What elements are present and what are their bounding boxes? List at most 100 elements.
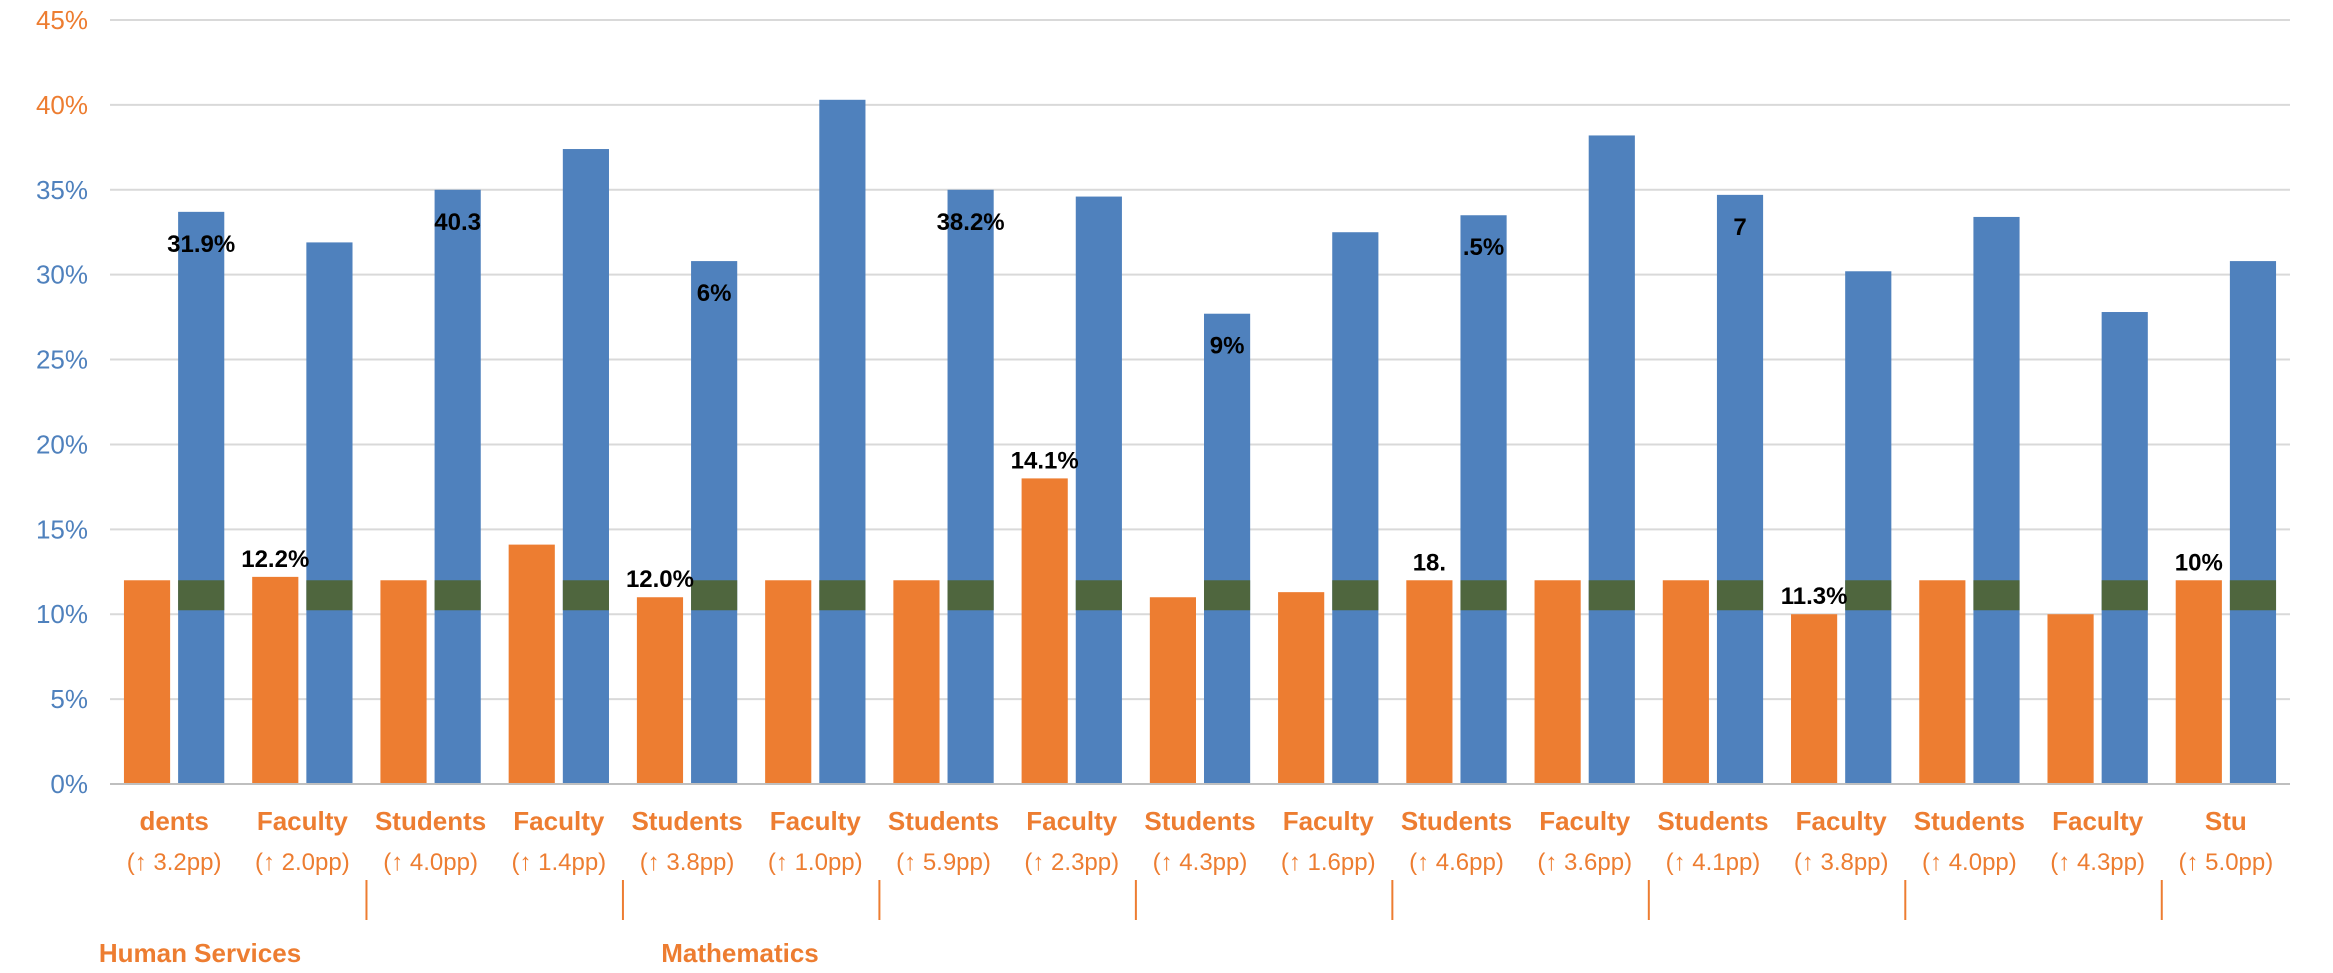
bar-series-2 <box>1716 194 1764 785</box>
bar-marker <box>1845 580 1892 611</box>
bar-series-1 <box>1919 580 1966 784</box>
x-change-label: (↑ 4.1pp) <box>1666 849 1761 876</box>
x-change-label: (↑ 3.6pp) <box>1537 849 1632 876</box>
bar-series-1 <box>765 580 812 784</box>
x-change-label: (↑ 4.0pp) <box>383 849 478 876</box>
x-change-label: (↑ 4.0pp) <box>1922 849 2017 876</box>
bar-series-1 <box>1149 597 1196 784</box>
y-axis: 0% 5% 10% 15% 20% 25% 30% 35% 40% 45% <box>36 5 88 799</box>
x-change-label: (↑ 5.9pp) <box>896 849 991 876</box>
bar-series-2 <box>1075 196 1122 784</box>
bar-series-1 <box>2175 580 2222 784</box>
bar-marker <box>1460 580 1507 611</box>
bar-marker <box>434 580 481 611</box>
bar-series-1 <box>252 576 299 784</box>
x-category-label: Faculty <box>513 806 605 836</box>
x-category-label: Students <box>1144 806 1255 836</box>
bar-marker <box>947 580 994 611</box>
bar-series-2 <box>1460 215 1507 784</box>
data-label: 10% <box>2175 549 2223 576</box>
y-tick-label: 10% <box>36 599 88 629</box>
x-category-label: Students <box>375 806 486 836</box>
data-label: 18. <box>1413 549 1446 576</box>
data-label: .5% <box>1463 234 1504 261</box>
x-category-label: Students <box>1657 806 1768 836</box>
bar-series-1 <box>893 580 940 784</box>
bar-series-1 <box>1662 580 1709 784</box>
bar-series-2 <box>1588 135 1635 785</box>
data-label: 11.3% <box>1781 583 1848 610</box>
x-category-label: Students <box>1401 806 1512 836</box>
data-label: 12.2% <box>241 546 309 573</box>
bar-series-2 <box>947 189 994 784</box>
bar-marker <box>691 580 738 611</box>
y-tick-label: 5% <box>50 684 88 714</box>
bar-marker <box>2101 580 2148 611</box>
x-change-label: (↑ 3.2pp) <box>127 849 222 876</box>
x-group-label: Mathematics <box>661 938 819 968</box>
bar-series-1 <box>1791 614 1838 784</box>
bar-series-1 <box>1406 580 1453 784</box>
bar-marker <box>2229 580 2277 611</box>
bar-marker <box>1716 580 1764 611</box>
bar-series-2 <box>819 99 866 785</box>
bars <box>123 99 2277 785</box>
bar-marker <box>562 580 609 611</box>
data-label: 12.0% <box>626 566 694 593</box>
y-tick-label: 15% <box>36 514 88 544</box>
bar-series-1 <box>2047 614 2094 784</box>
x-category-label: Faculty <box>1026 806 1118 836</box>
bar-series-2 <box>691 261 738 784</box>
bar-marker <box>1973 580 2020 611</box>
y-tick-label: 45% <box>36 5 88 35</box>
x-change-label: (↑ 1.6pp) <box>1281 849 1376 876</box>
y-tick-label: 20% <box>36 429 88 459</box>
data-labels: 31.9% 12.2% 40.3 12.0% 6% 38.2% 14.1% 9% 18. .5% 7… <box>167 209 2223 610</box>
bar-series-1 <box>123 580 171 784</box>
y-tick-label: 35% <box>36 175 88 205</box>
bar-marker <box>819 580 866 611</box>
x-category-label: Students <box>1914 806 2025 836</box>
x-change-label: (↑ 1.4pp) <box>511 849 606 876</box>
x-change-label: (↑ 4.3pp) <box>2050 849 2145 876</box>
data-label: 6% <box>697 280 732 307</box>
y-tick-label: 40% <box>36 90 88 120</box>
data-label: 31.9% <box>167 231 235 258</box>
x-change-label: (↑ 4.3pp) <box>1153 849 1248 876</box>
x-category-label: Faculty <box>1796 806 1888 836</box>
bar-marker <box>1204 580 1251 611</box>
y-tick-label: 0% <box>50 769 88 799</box>
x-change-label: (↑ 1.0pp) <box>768 849 863 876</box>
x-group-label: Human Services <box>99 938 301 968</box>
x-category-label: Stu <box>2205 806 2247 836</box>
bar-series-2 <box>2101 312 2148 784</box>
bar-marker <box>306 580 353 611</box>
bar-marker <box>1332 580 1379 611</box>
x-category-label: Students <box>631 806 742 836</box>
y-tick-label: 25% <box>36 345 88 375</box>
x-category-label: Faculty <box>2052 806 2144 836</box>
y-tick-label: 30% <box>36 260 88 290</box>
data-label: 7 <box>1733 214 1746 241</box>
x-category-label: Faculty <box>257 806 349 836</box>
bar-marker <box>1588 580 1635 611</box>
bar-series-2 <box>1204 313 1251 784</box>
x-change-label: (↑ 3.8pp) <box>1794 849 1889 876</box>
data-label: 9% <box>1210 333 1245 360</box>
bar-series-2 <box>1845 271 1892 784</box>
bar-series-1 <box>1278 592 1325 784</box>
data-label: 40.3 <box>434 209 481 236</box>
bar-series-1 <box>1021 478 1068 784</box>
bar-series-2 <box>2229 261 2277 784</box>
bar-series-2 <box>1332 232 1379 784</box>
bar-series-1 <box>1534 580 1581 784</box>
bar-series-1 <box>380 580 427 784</box>
x-change-label: (↑ 4.6pp) <box>1409 849 1504 876</box>
bar-series-2 <box>1973 216 2020 785</box>
x-change-label: (↑ 2.3pp) <box>1024 849 1119 876</box>
x-category-label: dents <box>139 806 208 836</box>
x-change-label: (↑ 5.0pp) <box>2179 849 2274 876</box>
data-label: 14.1% <box>1011 447 1079 474</box>
bar-series-2 <box>178 211 225 785</box>
x-category-label: Faculty <box>1283 806 1375 836</box>
